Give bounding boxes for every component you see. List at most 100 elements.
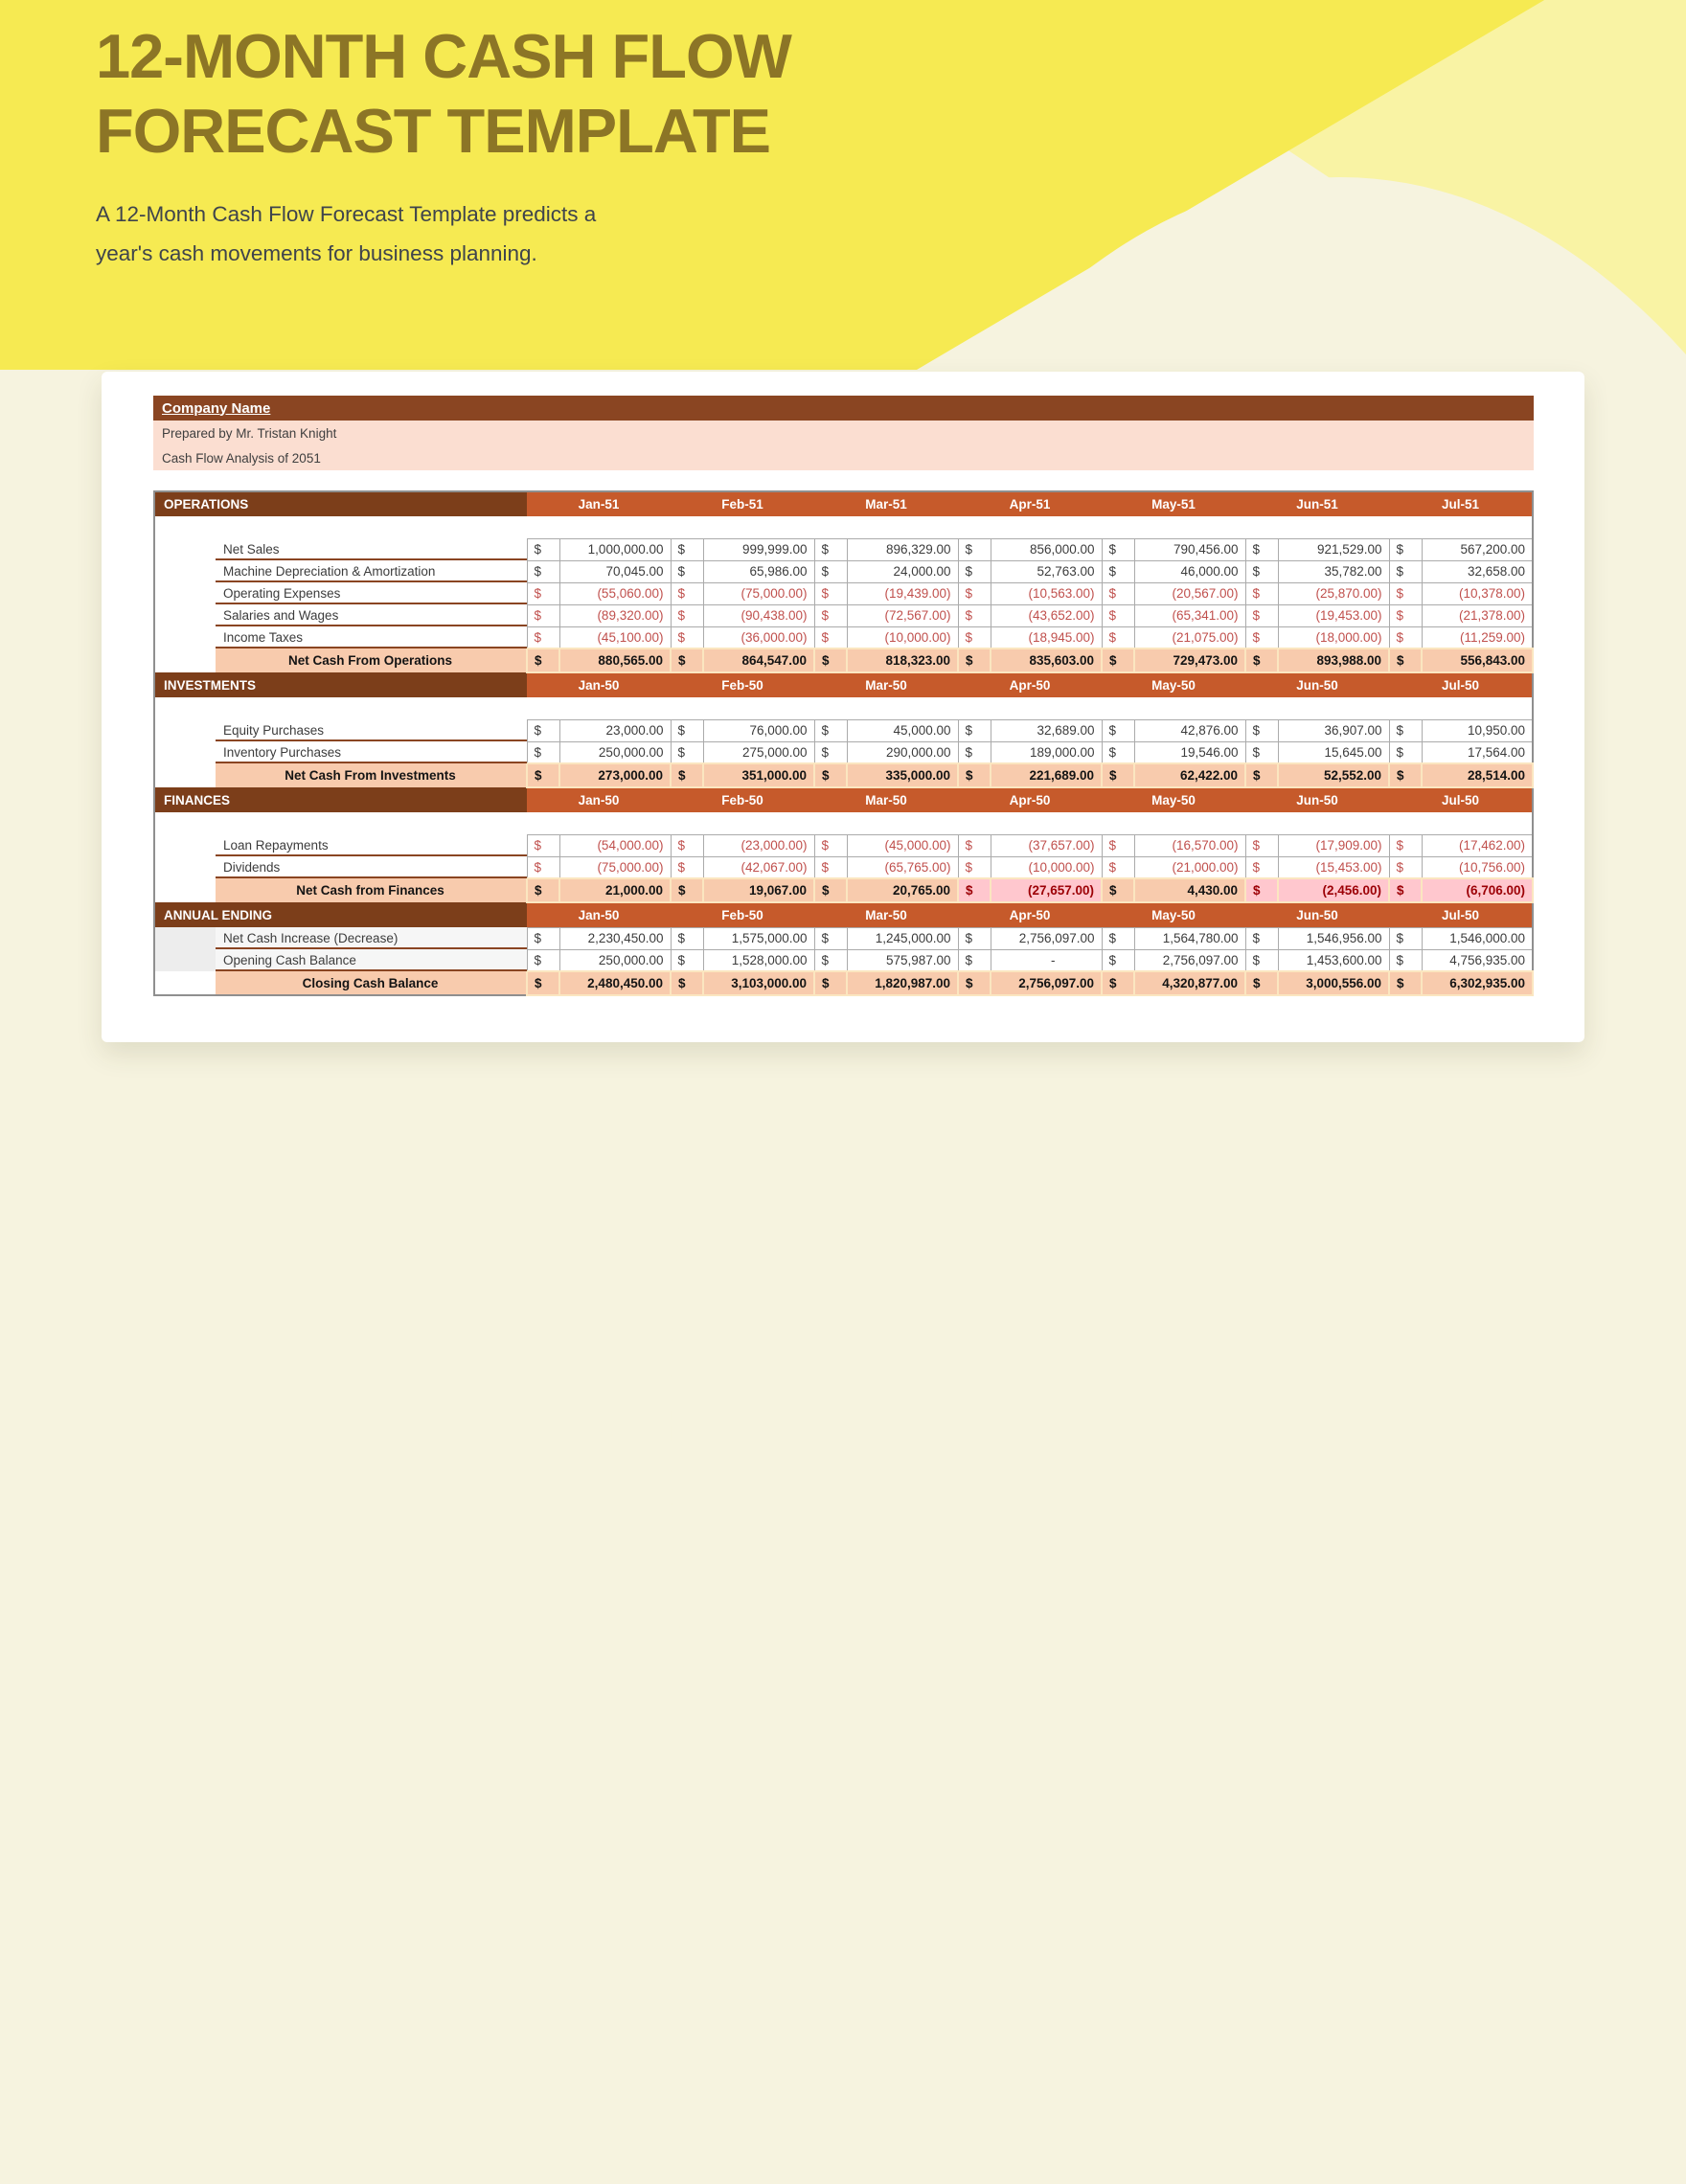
value-cell: (90,438.00) (702, 603, 815, 627)
month-header-cell: Jul-50 (1389, 902, 1534, 927)
value-cell: 70,045.00 (558, 559, 672, 583)
currency-cell: $ (1101, 833, 1135, 857)
currency-cell: $ (813, 833, 848, 857)
total-currency-cell: $ (1101, 970, 1136, 996)
month-header-cell: Apr-50 (958, 787, 1103, 812)
month-header-cell: Jul-50 (1389, 787, 1534, 812)
value-cell: 19,546.00 (1133, 740, 1246, 764)
total-currency-cell: $ (670, 877, 704, 903)
month-header-cell: Jun-50 (1245, 672, 1390, 697)
value-cell: 1,245,000.00 (846, 926, 959, 950)
currency-cell: $ (1244, 948, 1279, 972)
value-cell: 290,000.00 (846, 740, 959, 764)
month-header-cell: Jan-50 (527, 787, 671, 812)
value-cell: (23,000.00) (702, 833, 815, 857)
row-label: Operating Expenses (154, 582, 527, 604)
value-cell: 1,000,000.00 (558, 537, 672, 561)
value-cell: 42,876.00 (1133, 718, 1246, 742)
data-row: Opening Cash Balance $250,000.00 $1,528,00… (154, 948, 1534, 972)
value-cell: (20,567.00) (1133, 581, 1246, 605)
row-label: Machine Depreciation & Amortization (154, 560, 527, 582)
value-cell: (10,000.00) (990, 855, 1103, 879)
spacer-cell (154, 812, 1534, 834)
data-row: Income Taxes $ (45,100.00) $ (36,000.00) $ (10… (154, 626, 1534, 649)
analysis-title-row: Cash Flow Analysis of 2051 (153, 445, 1534, 470)
currency-cell: $ (1244, 740, 1279, 764)
currency-cell: $ (526, 603, 560, 627)
value-cell: (65,341.00) (1133, 603, 1246, 627)
value-cell: (21,000.00) (1133, 855, 1246, 879)
value-cell: 856,000.00 (990, 537, 1103, 561)
currency-cell: $ (813, 948, 848, 972)
value-cell: (10,756.00) (1421, 855, 1534, 879)
month-header-cell: Feb-50 (671, 672, 815, 697)
value-cell: (36,000.00) (702, 626, 815, 649)
currency-cell: $ (813, 581, 848, 605)
value-cell: 76,000.00 (702, 718, 815, 742)
total-currency-cell: $ (1388, 762, 1424, 788)
month-header-cell: Mar-50 (814, 787, 959, 812)
value-cell: (42,067.00) (702, 855, 815, 879)
currency-cell: $ (670, 581, 704, 605)
value-cell: 32,689.00 (990, 718, 1103, 742)
month-header-cell: Jun-50 (1245, 902, 1390, 927)
spacer-row (154, 516, 1534, 538)
total-currency-cell: $ (526, 762, 560, 788)
total-value-cell: 351,000.00 (701, 762, 816, 788)
currency-cell: $ (1101, 926, 1135, 950)
currency-cell: $ (957, 926, 991, 950)
currency-cell: $ (1244, 833, 1279, 857)
page-title-line-1: 12-MONTH CASH FLOW (96, 21, 792, 91)
total-value-cell: 3,103,000.00 (701, 970, 816, 996)
value-cell: (10,378.00) (1421, 581, 1534, 605)
value-cell: 275,000.00 (702, 740, 815, 764)
total-value-cell: (2,456.00) (1277, 877, 1391, 903)
value-cell: 1,546,000.00 (1421, 926, 1534, 950)
section-header-row: INVESTMENTS Jan-50 Feb-50 Mar-50 Apr-50 May-5… (154, 672, 1534, 697)
value-cell: (21,075.00) (1133, 626, 1246, 649)
month-header-cell: Feb-51 (671, 491, 815, 516)
total-currency-cell: $ (1244, 762, 1280, 788)
total-value-cell: 21,000.00 (558, 877, 672, 903)
currency-cell: $ (957, 740, 991, 764)
total-currency-cell: $ (670, 762, 704, 788)
month-header-cell: Jan-51 (527, 491, 671, 516)
currency-cell: $ (957, 537, 991, 561)
cash-flow-table-wrap: OPERATIONS Jan-51 Feb-51 Mar-51 Apr-51 May-51… (153, 490, 1535, 996)
page-subtitle-line-1: A 12-Month Cash Flow Forecast Template p… (96, 202, 597, 226)
month-header-cell: Jul-51 (1389, 491, 1534, 516)
month-header-cell: Apr-50 (958, 902, 1103, 927)
total-currency-cell: $ (670, 648, 704, 673)
row-label: Salaries and Wages (154, 604, 527, 626)
total-value-cell: 893,988.00 (1277, 648, 1391, 673)
total-value-cell: 556,843.00 (1421, 648, 1535, 673)
value-cell: 45,000.00 (846, 718, 959, 742)
month-header-cell: Feb-50 (671, 902, 815, 927)
hero: 12-MONTH CASH FLOW FORECAST TEMPLATE A 1… (96, 19, 792, 274)
currency-cell: $ (1388, 603, 1423, 627)
row-label: Opening Cash Balance (154, 949, 527, 971)
currency-cell: $ (957, 559, 991, 583)
total-value-cell: 4,320,877.00 (1133, 970, 1247, 996)
total-value-cell: 729,473.00 (1133, 648, 1247, 673)
currency-cell: $ (813, 926, 848, 950)
currency-cell: $ (813, 537, 848, 561)
total-currency-cell: $ (957, 877, 992, 903)
total-row: Net Cash From Investments $273,000.00 $351… (154, 762, 1535, 788)
value-cell: 15,645.00 (1277, 740, 1390, 764)
data-row: Loan Repayments $ (54,000.00) $ (23,000.00) $… (154, 833, 1534, 857)
data-row: Inventory Purchases $250,000.00 $275,000.0… (154, 740, 1534, 764)
data-row: Operating Expenses $ (55,060.00) $ (75,000.0… (154, 581, 1534, 605)
currency-cell: $ (957, 718, 991, 742)
company-name-bar: Company Name (153, 396, 1534, 421)
currency-cell: $ (526, 581, 560, 605)
data-row: Salaries and Wages $ (89,320.00) $ (90,438.0… (154, 603, 1534, 627)
currency-cell: $ (670, 718, 704, 742)
data-row: Equity Purchases $23,000.00 $76,000.00 $45,… (154, 718, 1534, 742)
spacer-cell (154, 516, 1534, 538)
total-value-cell: 880,565.00 (558, 648, 672, 673)
total-row-label: Net Cash From Operations (154, 648, 527, 672)
value-cell: 2,230,450.00 (558, 926, 672, 950)
cash-flow-table: OPERATIONS Jan-51 Feb-51 Mar-51 Apr-51 May-51… (153, 490, 1535, 996)
value-cell: 17,564.00 (1421, 740, 1534, 764)
